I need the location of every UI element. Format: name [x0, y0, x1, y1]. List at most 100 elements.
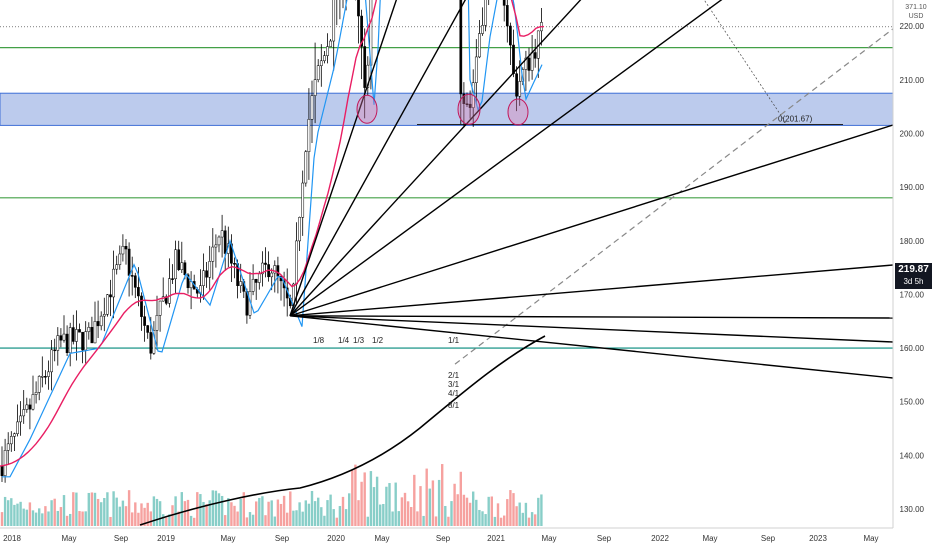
volume-bar [530, 512, 534, 526]
candle-body [180, 262, 184, 270]
candle-body [474, 56, 478, 83]
candle-body [149, 332, 153, 354]
candle-body [211, 246, 215, 262]
candle-body [140, 295, 143, 317]
candle-body [59, 335, 63, 341]
candle-body [68, 327, 72, 353]
volume-bar [490, 496, 493, 526]
time-tick-label: Sep [114, 534, 129, 543]
candle-body [143, 316, 146, 326]
volume-bar [137, 512, 140, 526]
volume-bar [3, 496, 7, 526]
candle-body [462, 93, 466, 104]
slow-moving-average [0, 0, 545, 467]
candle-body [465, 103, 469, 105]
candle-body [273, 265, 277, 274]
volume-bar [96, 498, 100, 526]
volume-bar [310, 490, 314, 526]
candle-body [360, 15, 363, 47]
price-tick-label: 220.00 [900, 22, 925, 31]
volume-bar [416, 511, 419, 526]
support-zone [0, 92, 894, 126]
volume-bar [7, 500, 10, 526]
highlight-ellipse [507, 98, 529, 126]
volume-bar [162, 514, 165, 526]
candle-body [326, 46, 329, 56]
candle-body [261, 262, 264, 275]
volume-bar [441, 464, 444, 526]
volume-bar [521, 512, 524, 526]
volume-bar [375, 476, 379, 526]
candle-body [0, 465, 4, 476]
time-tick-label: 2021 [487, 534, 505, 543]
gann-fan-label: 2/1 [448, 371, 460, 380]
volume-bar [242, 492, 245, 526]
volume-bar [465, 497, 469, 526]
candle-body [208, 261, 212, 278]
candle-body [25, 404, 29, 410]
volume-bar [31, 510, 35, 526]
highlight-ellipse [457, 93, 481, 125]
volume-bar [276, 499, 280, 526]
volume-bar [236, 511, 239, 526]
last-price-badge: 219.87 3d 5h [895, 263, 932, 289]
volume-bar [69, 513, 72, 526]
volume-bar [109, 516, 112, 526]
time-tick-label: Sep [761, 534, 776, 543]
volume-bar [255, 501, 258, 526]
candle-body [202, 270, 205, 286]
volume-bar [307, 503, 311, 526]
volume-bar [158, 501, 162, 526]
volume-bar [38, 508, 41, 526]
volume-bar [155, 498, 159, 526]
volume-bar [72, 492, 75, 526]
volume-bar [524, 502, 528, 526]
volume-bar [326, 500, 329, 526]
volume-bar [134, 502, 137, 526]
candle-body [28, 404, 32, 410]
time-tick-label: Sep [597, 534, 612, 543]
volume-bar [208, 500, 211, 526]
volume-bar [193, 517, 196, 526]
volume-bar [434, 516, 438, 526]
volume-bar [251, 514, 255, 526]
gann-fan-line [289, 0, 467, 317]
volume-bar [165, 517, 168, 526]
volume-bar [304, 500, 307, 526]
volume-bar [475, 499, 478, 526]
volume-bar [90, 492, 94, 526]
volume-bar [540, 494, 543, 526]
volume-bar [484, 514, 487, 526]
volume-bar [468, 502, 472, 526]
candle-body [533, 52, 537, 59]
volume-bar [286, 512, 289, 526]
candle-body [530, 52, 534, 71]
volume-bar [447, 516, 450, 526]
volume-bar [224, 515, 227, 526]
volume-bar [248, 512, 252, 526]
volume-bar [22, 508, 25, 526]
candle-body [155, 315, 159, 331]
gann-fan-line [289, 0, 582, 317]
volume-bar [146, 502, 149, 526]
volume-bar [499, 517, 503, 526]
gann-fan-line [289, 315, 894, 319]
volume-bar [282, 495, 286, 526]
candle-body [37, 376, 41, 393]
volume-bar [450, 501, 453, 526]
volume-bar [264, 515, 267, 526]
volume-bar [503, 515, 506, 526]
candle-body [310, 95, 314, 120]
candle-body [96, 321, 100, 327]
volume-bar [289, 491, 292, 526]
volume-bar [100, 502, 103, 526]
volume-bar [230, 502, 233, 526]
candle-body [168, 278, 171, 304]
volume-bar [16, 503, 19, 526]
volume-bar [419, 486, 422, 526]
volume-bar [493, 516, 497, 526]
candle-body [363, 46, 367, 88]
volume-bar [459, 471, 462, 526]
